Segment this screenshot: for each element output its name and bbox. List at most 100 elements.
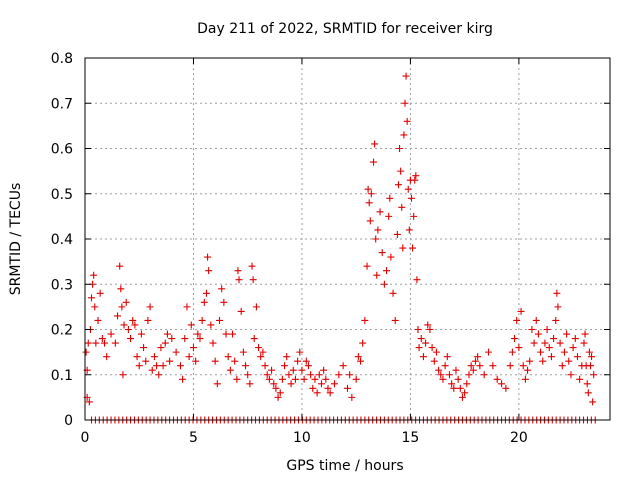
- data-point: [441, 362, 449, 370]
- data-point: [234, 267, 242, 275]
- data-point: [117, 285, 125, 293]
- data-point: [534, 330, 542, 338]
- data-point: [194, 330, 202, 338]
- data-point: [558, 362, 566, 370]
- y-tick-label: 0.1: [51, 368, 73, 384]
- data-point: [580, 339, 588, 347]
- data-point: [403, 117, 411, 125]
- data-point: [220, 298, 228, 306]
- data-point: [537, 348, 545, 356]
- data-point: [385, 212, 393, 220]
- data-point: [458, 393, 466, 401]
- data-point: [401, 99, 409, 107]
- data-point: [114, 312, 122, 320]
- data-point: [137, 330, 145, 338]
- data-point: [465, 371, 473, 379]
- grid-lines: [85, 58, 610, 420]
- data-point: [545, 344, 553, 352]
- data-point: [255, 344, 263, 352]
- data-point: [407, 194, 415, 202]
- data-point: [581, 330, 589, 338]
- data-point: [252, 303, 260, 311]
- data-point: [200, 298, 208, 306]
- data-point: [265, 375, 273, 383]
- data-point: [278, 375, 286, 383]
- data-point: [590, 371, 598, 379]
- data-point: [248, 262, 256, 270]
- data-point: [324, 384, 332, 392]
- axis-ticks: [84, 57, 610, 421]
- data-point: [244, 371, 252, 379]
- data-point: [456, 384, 464, 392]
- data-point: [469, 366, 477, 374]
- data-point: [270, 380, 278, 388]
- data-point: [235, 276, 243, 284]
- data-point: [246, 380, 254, 388]
- x-tick-label: 15: [401, 430, 419, 446]
- data-point: [291, 375, 299, 383]
- data-point: [166, 357, 174, 365]
- data-point: [386, 194, 394, 202]
- data-point: [474, 353, 482, 361]
- data-point: [413, 276, 421, 284]
- data-point: [437, 371, 445, 379]
- data-point: [103, 353, 111, 361]
- data-point: [397, 167, 405, 175]
- data-point: [370, 158, 378, 166]
- data-point: [454, 375, 462, 383]
- data-point: [415, 344, 423, 352]
- data-point: [348, 393, 356, 401]
- data-point: [517, 307, 525, 315]
- data-point: [526, 357, 534, 365]
- data-point: [237, 307, 245, 315]
- data-point: [480, 371, 488, 379]
- data-point: [281, 362, 289, 370]
- data-point: [363, 262, 371, 270]
- data-point: [140, 344, 148, 352]
- data-point: [107, 330, 115, 338]
- data-point: [426, 326, 434, 333]
- data-point: [315, 371, 323, 379]
- data-point: [364, 185, 372, 193]
- data-point: [274, 393, 282, 401]
- data-point: [205, 267, 213, 275]
- data-point: [563, 330, 571, 338]
- data-point: [135, 362, 143, 370]
- data-point: [378, 249, 386, 257]
- data-point: [129, 316, 137, 324]
- data-point: [224, 353, 232, 361]
- data-point: [585, 348, 593, 356]
- data-point: [387, 253, 395, 261]
- x-tick-label: 5: [189, 430, 198, 446]
- data-point: [339, 362, 347, 370]
- data-point: [196, 335, 204, 343]
- data-point: [422, 339, 430, 347]
- data-point: [569, 344, 577, 352]
- data-point: [183, 303, 191, 311]
- data-point: [448, 380, 456, 388]
- data-point: [417, 335, 425, 343]
- data-point: [435, 366, 443, 374]
- data-point: [142, 357, 150, 365]
- x-axis-title: GPS time / hours: [286, 458, 403, 474]
- data-point: [530, 339, 538, 347]
- data-point: [176, 362, 184, 370]
- data-point: [263, 371, 271, 379]
- data-point: [547, 353, 555, 361]
- data-point: [528, 326, 536, 333]
- data-point: [311, 375, 319, 383]
- data-point: [150, 353, 158, 361]
- data-point: [85, 398, 93, 406]
- data-point: [163, 330, 171, 338]
- data-point: [467, 362, 475, 370]
- data-point: [586, 362, 594, 370]
- data-point: [424, 321, 432, 329]
- data-point: [521, 375, 529, 383]
- y-tick-label: 0.8: [51, 51, 73, 67]
- data-point: [393, 230, 401, 238]
- data-point: [122, 298, 130, 306]
- data-point: [391, 316, 399, 324]
- data-point: [313, 389, 321, 397]
- data-point: [583, 380, 591, 388]
- data-point: [101, 339, 109, 347]
